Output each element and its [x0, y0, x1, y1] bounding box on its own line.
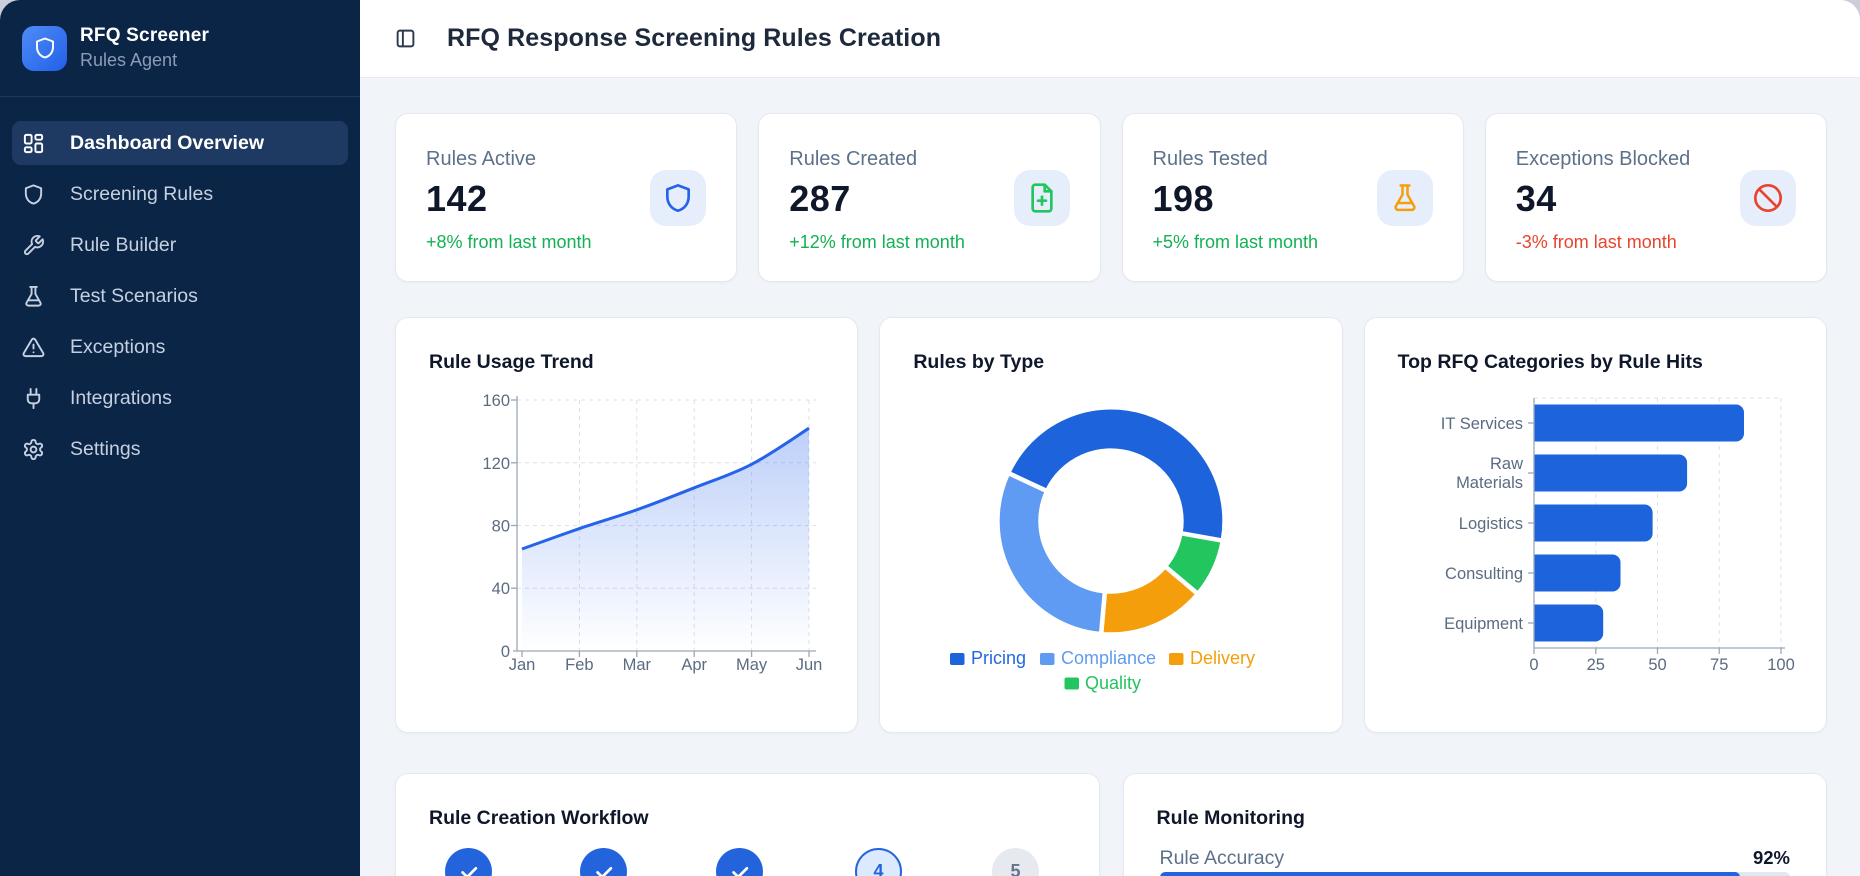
svg-text:0: 0: [1529, 656, 1538, 674]
svg-text:Jan: Jan: [509, 656, 536, 674]
svg-text:Consulting: Consulting: [1445, 565, 1523, 583]
svg-text:Compliance: Compliance: [1061, 648, 1156, 668]
svg-text:Apr: Apr: [681, 656, 707, 674]
svg-text:May: May: [736, 656, 768, 674]
svg-text:Materials: Materials: [1456, 474, 1523, 492]
svg-text:IT Services: IT Services: [1440, 415, 1522, 433]
svg-text:Pricing: Pricing: [971, 648, 1026, 668]
svg-text:Feb: Feb: [565, 656, 593, 674]
svg-text:0: 0: [501, 643, 510, 661]
svg-text:50: 50: [1648, 656, 1666, 674]
svg-text:80: 80: [492, 518, 510, 536]
svg-text:Mar: Mar: [623, 656, 652, 674]
svg-text:Equipment: Equipment: [1444, 615, 1523, 633]
svg-text:100: 100: [1767, 656, 1795, 674]
svg-text:Logistics: Logistics: [1458, 515, 1522, 533]
svg-text:75: 75: [1710, 656, 1728, 674]
svg-text:25: 25: [1586, 656, 1604, 674]
svg-text:120: 120: [482, 455, 510, 473]
svg-text:160: 160: [482, 392, 510, 410]
svg-text:Jun: Jun: [796, 656, 823, 674]
svg-text:Quality: Quality: [1085, 673, 1141, 693]
svg-text:40: 40: [492, 580, 510, 598]
svg-text:Raw: Raw: [1490, 455, 1523, 473]
svg-text:Delivery: Delivery: [1190, 648, 1255, 668]
